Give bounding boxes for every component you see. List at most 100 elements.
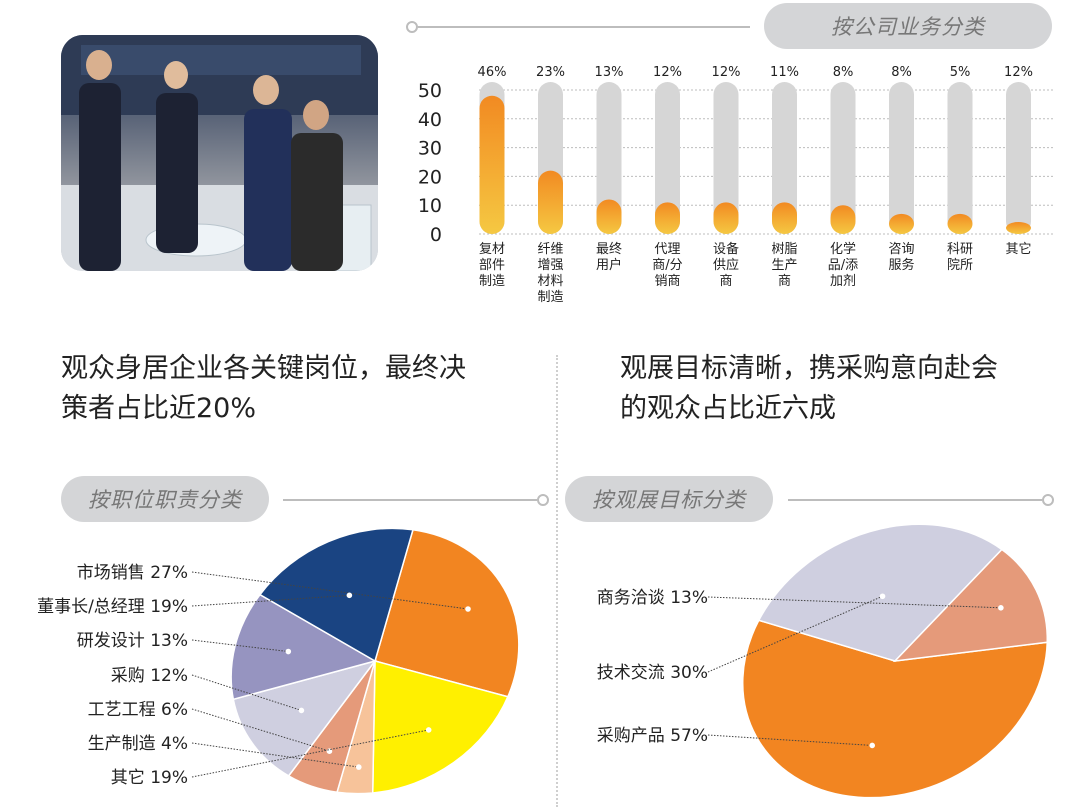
bar-category-line: 商/分: [652, 258, 682, 273]
position-pie-title: 按职位职责分类: [61, 476, 269, 522]
pie-leader-dot: [869, 742, 876, 749]
headline-left-line2: 策者占比近20%: [61, 393, 257, 424]
bar-category-line: 咨询: [888, 242, 914, 257]
bar-group: 5% 科研院所: [947, 65, 973, 273]
bar-category-line: 设备: [713, 241, 739, 257]
bar-category-line: 复材: [479, 242, 505, 257]
goal-pie-chart: 商务洽谈 13% 技术交流 30% 采购产品 57%: [597, 523, 1049, 799]
bar-value-label: 12%: [712, 65, 741, 80]
bar-group: 11% 树脂生产商: [770, 65, 799, 289]
pie-leader-dot: [425, 727, 432, 733]
bar-category-line: 增强: [537, 258, 563, 273]
bar-category-line: 用户: [596, 257, 622, 273]
bar-track: [713, 82, 739, 234]
bar: [889, 213, 914, 234]
pie-label: 其它 19%: [111, 768, 188, 788]
y-tick-label: 40: [418, 109, 442, 131]
bar-category-label: 其它: [1005, 241, 1031, 257]
pie-slice: [230, 593, 377, 701]
bar-category-label: 科研院所: [947, 242, 973, 273]
pie-slice: [371, 660, 509, 794]
bar-category-line: 生产: [771, 258, 797, 273]
bar-category-label: 设备供应商: [713, 241, 739, 289]
bar-value-label: 5%: [950, 65, 971, 80]
bar-category-line: 科研: [947, 242, 973, 257]
bar-group: 13% 最终用户: [595, 65, 624, 273]
bar-category-line: 销商: [654, 274, 680, 289]
bar-group: 12% 代理商/分销商: [652, 65, 682, 289]
bar-group: 23% 纤维增强材料制造: [536, 65, 565, 305]
headline-right-line2: 的观众占比近六成: [620, 393, 836, 424]
bar-track: [1006, 82, 1031, 234]
exhibition-photo: [61, 35, 378, 271]
bar-group: 8% 化学品/添加剂: [828, 65, 858, 289]
pie-leader-line: [191, 571, 469, 610]
bar-category-label: 咨询服务: [888, 242, 914, 273]
goal-pie-title: 按观展目标分类: [565, 476, 773, 522]
bar-category-line: 化学: [830, 241, 856, 257]
pie-leader-dot: [298, 707, 305, 714]
position-title-rule-dot: [537, 494, 549, 506]
bar: [479, 95, 505, 234]
pie-slice: [757, 523, 1004, 662]
bar-category-line: 制造: [479, 274, 505, 289]
pie-leader-dot: [346, 592, 353, 599]
bar-value-label: 11%: [770, 65, 799, 80]
bar: [713, 202, 739, 234]
bar-group: 46% 复材部件制造: [478, 65, 507, 289]
bar-track: [596, 82, 622, 234]
pie-slice: [232, 659, 377, 777]
column-divider: [556, 355, 558, 807]
pie-slice: [374, 528, 520, 698]
bar-track: [772, 82, 797, 234]
y-tick-label: 20: [418, 166, 442, 188]
pie-leader-dot: [465, 606, 471, 612]
bar-category-line: 商: [719, 274, 732, 289]
pie-leader-dot: [998, 604, 1004, 611]
bar-track: [947, 82, 973, 234]
bar-category-line: 品/添: [828, 258, 858, 273]
headline-right: 观展目标清晰，携采购意向赴会 的观众占比近六成: [620, 349, 998, 429]
bar-value-label: 12%: [653, 65, 682, 80]
pie-leader-line: [707, 734, 873, 746]
bar: [655, 202, 680, 234]
headline-right-line1: 观展目标清晰，携采购意向赴会: [620, 353, 998, 384]
bar-group: 12% 其它: [1004, 65, 1033, 257]
pie-slice: [893, 548, 1048, 663]
bar-group: 12% 设备供应商: [712, 65, 741, 289]
bar-group: 8% 咨询服务: [888, 65, 914, 273]
y-tick-label: 50: [418, 80, 442, 102]
bar-category-line: 纤维: [537, 242, 563, 257]
bar: [772, 202, 797, 234]
bar-value-label: 46%: [478, 65, 507, 80]
pie-leader-line: [191, 742, 359, 768]
bar-track: [655, 82, 680, 234]
y-tick-label: 0: [430, 224, 442, 246]
bar-category-line: 加剂: [830, 274, 856, 289]
pie-leader-line: [191, 639, 289, 653]
pie-leader-line: [191, 729, 429, 778]
bar-category-label: 复材部件制造: [479, 242, 505, 289]
bar-category-line: 商: [778, 274, 791, 289]
bar-category-line: 其它: [1005, 241, 1031, 257]
bar-value-label: 23%: [536, 65, 565, 80]
pie-label: 董事长/总经理 19%: [37, 597, 188, 617]
bar-category-label: 纤维增强材料制造: [537, 242, 563, 305]
bar-category-line: 树脂: [771, 242, 797, 257]
bar-category-line: 部件: [479, 258, 505, 273]
bar-category-line: 代理: [654, 242, 680, 257]
title-rule-dot: [406, 21, 418, 33]
pie-leader-dot: [285, 648, 292, 655]
bar-category-label: 最终用户: [596, 241, 622, 273]
bar-category-line: 服务: [888, 257, 914, 273]
headline-left: 观众身居企业各关键岗位，最终决 策者占比近20%: [61, 349, 466, 429]
bar: [1006, 222, 1031, 234]
bar: [947, 213, 973, 234]
goal-title-rule-dot: [1042, 494, 1054, 506]
bar-value-label: 8%: [891, 65, 912, 80]
bar-category-label: 代理商/分销商: [652, 242, 682, 289]
pie-label: 生产制造 4%: [88, 734, 188, 754]
bar: [538, 170, 563, 234]
bar-category-line: 院所: [947, 258, 973, 273]
bar: [830, 205, 856, 234]
